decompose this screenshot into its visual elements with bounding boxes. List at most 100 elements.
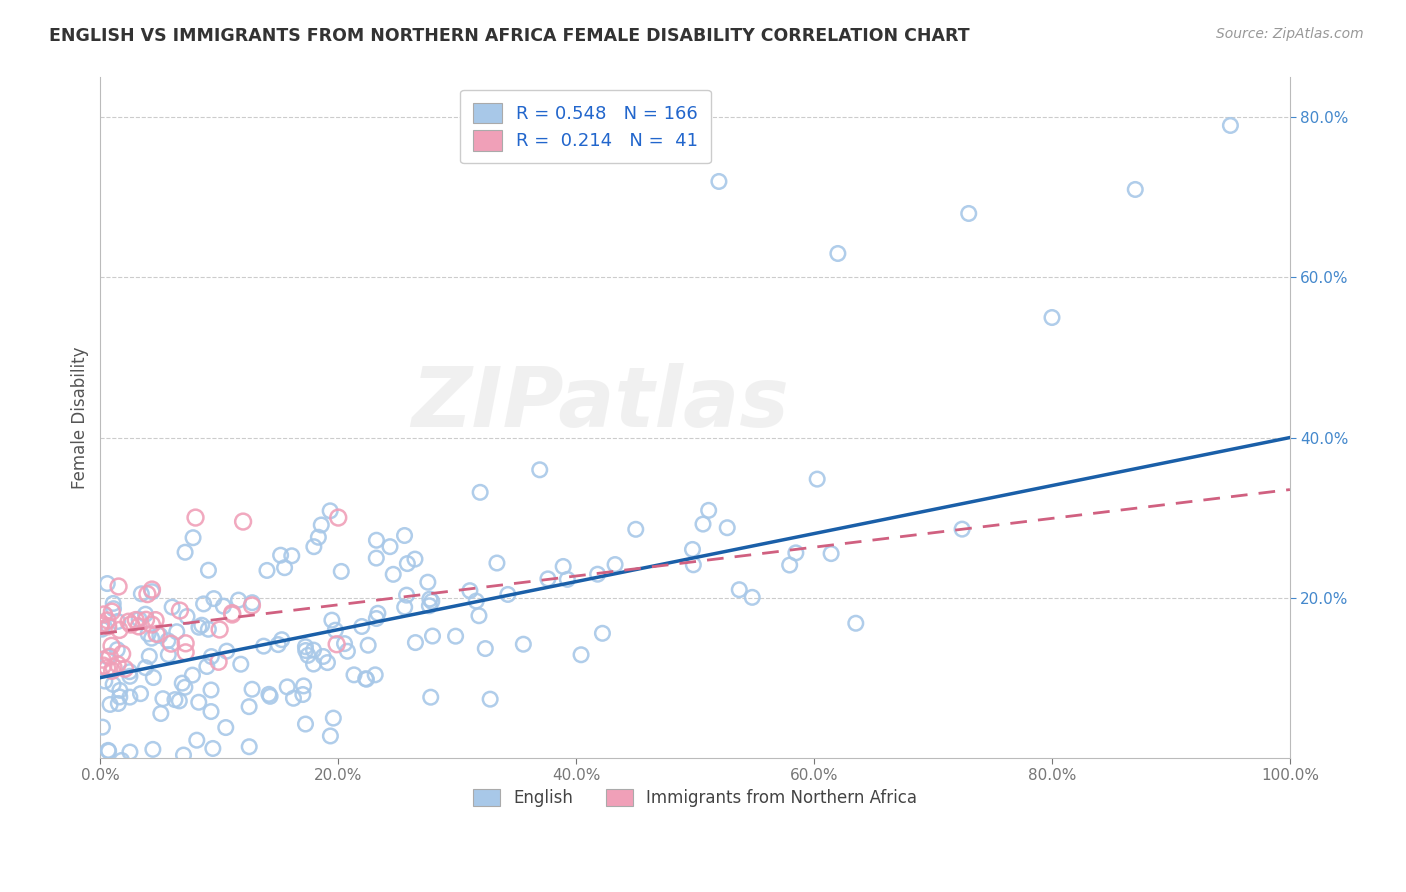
Point xyxy=(325,624,347,638)
Point xyxy=(240,599,263,613)
Point xyxy=(682,558,704,572)
Point xyxy=(343,668,366,682)
Point xyxy=(105,642,128,657)
Point xyxy=(779,558,801,572)
Point xyxy=(190,618,212,632)
Point xyxy=(276,680,298,694)
Point xyxy=(404,552,426,566)
Point xyxy=(142,671,165,685)
Point xyxy=(103,601,125,615)
Point xyxy=(806,472,828,486)
Point xyxy=(108,683,131,698)
Point xyxy=(90,618,112,632)
Point xyxy=(145,613,167,627)
Point xyxy=(294,643,316,657)
Point xyxy=(108,690,131,704)
Point xyxy=(553,559,575,574)
Point xyxy=(117,615,139,629)
Point xyxy=(94,674,117,689)
Point xyxy=(103,660,125,674)
Point xyxy=(307,530,329,544)
Point xyxy=(394,528,416,542)
Point xyxy=(253,639,276,653)
Point xyxy=(419,592,441,607)
Point xyxy=(716,521,738,535)
Point xyxy=(195,659,218,673)
Point xyxy=(215,721,238,735)
Point xyxy=(256,564,278,578)
Point xyxy=(228,593,250,607)
Point xyxy=(238,699,260,714)
Point xyxy=(200,705,222,719)
Point xyxy=(232,515,254,529)
Point xyxy=(283,691,305,706)
Point xyxy=(118,690,141,705)
Point xyxy=(468,485,491,500)
Point xyxy=(173,747,195,762)
Point xyxy=(1040,310,1063,325)
Point xyxy=(270,632,292,647)
Point xyxy=(138,649,160,664)
Point xyxy=(330,565,353,579)
Point xyxy=(129,687,152,701)
Point xyxy=(181,531,204,545)
Point xyxy=(474,641,496,656)
Point xyxy=(367,607,389,621)
Point xyxy=(603,558,626,572)
Point xyxy=(135,613,157,627)
Point xyxy=(193,818,215,832)
Text: ZIPatlas: ZIPatlas xyxy=(411,363,789,444)
Point xyxy=(319,504,342,518)
Point xyxy=(212,599,235,614)
Point xyxy=(465,594,488,608)
Point xyxy=(557,573,579,587)
Point xyxy=(697,503,720,517)
Point xyxy=(458,583,481,598)
Point xyxy=(101,664,124,678)
Point xyxy=(321,613,343,627)
Point xyxy=(378,540,401,554)
Point xyxy=(157,648,180,662)
Point xyxy=(197,622,219,636)
Point xyxy=(259,690,281,704)
Point xyxy=(294,717,316,731)
Point xyxy=(160,637,183,651)
Point xyxy=(444,629,467,643)
Point xyxy=(319,729,342,743)
Point xyxy=(422,629,444,643)
Point xyxy=(215,644,238,658)
Point xyxy=(169,694,191,708)
Point xyxy=(187,695,209,709)
Point xyxy=(479,692,502,706)
Point xyxy=(302,643,325,657)
Point xyxy=(333,637,356,651)
Point xyxy=(141,582,163,597)
Point xyxy=(128,612,150,626)
Point xyxy=(156,633,179,648)
Point xyxy=(136,627,159,641)
Point xyxy=(267,638,290,652)
Point xyxy=(950,522,973,536)
Point xyxy=(202,591,225,606)
Text: Source: ZipAtlas.com: Source: ZipAtlas.com xyxy=(1216,27,1364,41)
Point xyxy=(291,688,314,702)
Point xyxy=(97,650,120,665)
Point xyxy=(141,584,163,599)
Point xyxy=(273,560,295,574)
Point xyxy=(820,547,842,561)
Point xyxy=(322,711,344,725)
Point xyxy=(103,597,125,611)
Point xyxy=(238,739,260,754)
Point xyxy=(100,639,122,653)
Point xyxy=(416,575,439,590)
Point xyxy=(357,638,380,652)
Legend: English, Immigrants from Northern Africa: English, Immigrants from Northern Africa xyxy=(467,782,924,814)
Y-axis label: Female Disability: Female Disability xyxy=(72,346,89,489)
Point xyxy=(141,631,163,645)
Point xyxy=(141,617,163,632)
Point xyxy=(101,605,124,619)
Point xyxy=(1123,182,1146,196)
Point xyxy=(118,745,141,759)
Point xyxy=(529,463,551,477)
Point xyxy=(91,653,114,667)
